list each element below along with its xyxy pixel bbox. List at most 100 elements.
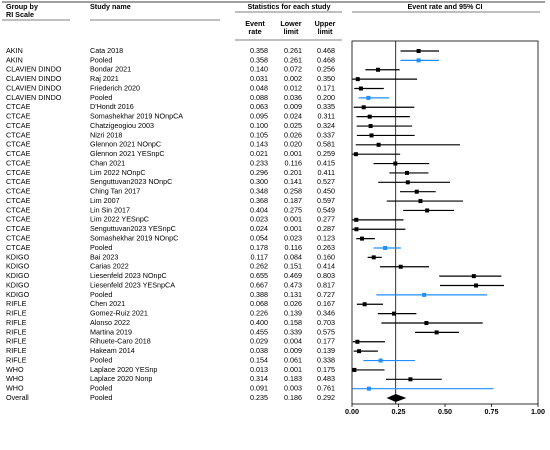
study-label: Bondar 2021 <box>90 65 131 74</box>
group-label: KDIGO <box>6 252 30 261</box>
group-label: KDIGO <box>6 271 30 280</box>
point-estimate <box>408 377 413 382</box>
group-label: CTCAE <box>6 177 31 186</box>
group-label: CTCAE <box>6 243 31 252</box>
point-estimate <box>416 49 421 53</box>
x-tick-label: 1.00 <box>531 407 545 416</box>
upper-limit: 0.414 <box>317 262 335 271</box>
lower-limit: 0.061 <box>284 355 302 364</box>
group-label: CTCAE <box>6 168 31 177</box>
upper-limit: 0.468 <box>317 46 335 55</box>
group-label: WHO <box>6 374 24 383</box>
plot-frame <box>351 40 539 405</box>
point-estimate <box>376 142 381 147</box>
study-label: Nizri 2018 <box>90 130 122 139</box>
group-label: RIFLE <box>6 309 27 318</box>
lower-limit: 0.261 <box>284 55 302 64</box>
lower-limit: 0.026 <box>284 130 302 139</box>
upper-limit: 0.167 <box>317 299 335 308</box>
group-label: AKIN <box>6 55 23 64</box>
lower-limit: 0.261 <box>284 46 302 55</box>
event-rate: 0.154 <box>250 355 268 364</box>
group-label: CLAVIEN DINDO <box>6 93 62 102</box>
point-estimate <box>355 339 360 344</box>
point-estimate <box>366 95 371 100</box>
point-estimate <box>405 180 410 185</box>
point-estimate <box>354 227 359 232</box>
lower-limit: 0.025 <box>284 121 302 130</box>
group-subheader: RI Scale <box>6 10 34 19</box>
upper-limit: 0.337 <box>317 130 335 139</box>
study-label: Lim 2022 YESnpC <box>90 215 149 224</box>
upper-limit: 0.292 <box>317 393 335 402</box>
upper-limit: 0.139 <box>317 346 335 355</box>
column-header: Event rate <box>245 19 265 36</box>
lower-limit: 0.004 <box>284 337 302 346</box>
lower-limit: 0.158 <box>284 318 302 327</box>
lower-limit: 0.012 <box>284 83 302 92</box>
event-rate: 0.358 <box>250 55 268 64</box>
event-rate: 0.031 <box>250 74 268 83</box>
point-estimate <box>418 199 423 204</box>
point-estimate <box>362 302 367 307</box>
upper-limit: 0.411 <box>318 168 335 177</box>
study-label: Pooled <box>90 384 112 393</box>
upper-limit: 0.160 <box>317 252 335 261</box>
column-header: Lower limit <box>280 19 302 36</box>
study-header: Study name <box>90 2 131 11</box>
point-estimate <box>376 67 381 72</box>
study-label: Lim 2022 NOnpC <box>90 168 146 177</box>
upper-limit: 0.761 <box>317 384 335 393</box>
upper-limit: 0.803 <box>317 271 335 280</box>
lower-limit: 0.001 <box>284 224 302 233</box>
lower-limit: 0.023 <box>284 234 302 243</box>
event-rate: 0.314 <box>250 374 268 383</box>
group-label: CLAVIEN DINDO <box>6 65 62 74</box>
event-rate: 0.023 <box>250 215 268 224</box>
study-label: Senguttuvan2023 YESnpC <box>90 224 176 233</box>
group-label: CTCAE <box>6 102 31 111</box>
lower-limit: 0.186 <box>284 393 302 402</box>
point-estimate <box>355 77 360 82</box>
study-label: Liesenfeld 2023 NOnpC <box>90 271 167 280</box>
lower-limit: 0.183 <box>284 374 302 383</box>
point-estimate <box>474 283 479 288</box>
study-label: Pooled <box>90 93 112 102</box>
event-rate: 0.178 <box>250 243 268 252</box>
upper-limit: 0.335 <box>317 102 335 111</box>
lower-limit: 0.275 <box>284 205 302 214</box>
point-estimate <box>405 170 410 175</box>
upper-limit: 0.256 <box>317 65 335 74</box>
event-rate: 0.091 <box>250 384 268 393</box>
event-rate: 0.296 <box>250 168 268 177</box>
lower-limit: 0.473 <box>284 280 302 289</box>
x-tick-label: 0.50 <box>438 407 452 416</box>
summary-diamond <box>386 394 407 403</box>
lower-limit: 0.020 <box>284 140 302 149</box>
upper-limit: 0.581 <box>317 140 335 149</box>
study-label: Friederich 2020 <box>90 83 140 92</box>
point-estimate <box>416 58 421 63</box>
study-label: Carias 2022 <box>90 262 129 271</box>
event-rate: 0.368 <box>250 196 268 205</box>
event-rate: 0.048 <box>250 83 268 92</box>
study-label: Pooled <box>90 393 112 402</box>
event-rate: 0.068 <box>250 299 268 308</box>
point-estimate <box>360 236 365 241</box>
group-label: CTCAE <box>6 234 31 243</box>
column-header: Upper limit <box>314 19 336 36</box>
point-estimate <box>425 208 430 213</box>
group-label: CTCAE <box>6 130 31 139</box>
event-rate: 0.117 <box>251 252 268 261</box>
point-estimate <box>352 367 357 372</box>
point-estimate <box>358 86 363 91</box>
study-label: Somashekhar 2019 NOnpCA <box>90 112 183 121</box>
lower-limit: 0.009 <box>284 346 302 355</box>
study-label: Ching Tan 2017 <box>90 187 140 196</box>
upper-limit: 0.817 <box>317 280 335 289</box>
event-rate: 0.024 <box>250 224 268 233</box>
event-rate: 0.100 <box>250 121 268 130</box>
upper-limit: 0.346 <box>317 309 335 318</box>
study-label: Cata 2018 <box>90 46 123 55</box>
